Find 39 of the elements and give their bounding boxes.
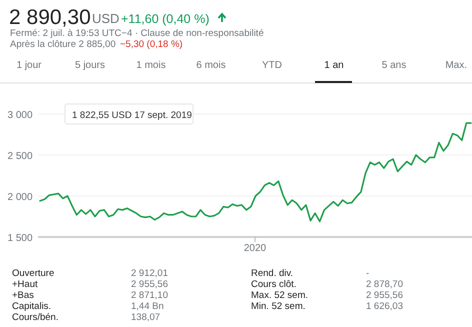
text: Fermé: 2 juil. à 19:53 UTC−4 · Clause de non-responsabilité [10,28,264,39]
text: 2 955,56 [366,290,403,301]
text: 1 an [324,60,344,71]
text: +11,60 (0,40 %) [121,12,210,26]
text: Cours/bén. [12,312,58,323]
text: YTD [262,60,282,71]
text: 1 626,03 [366,301,403,312]
text: Cours clôt. [251,279,296,290]
text: 2 871,10 [131,290,168,301]
text: 2 955,56 [131,279,168,290]
text: USD [92,11,120,26]
y-tick-label: 3 000 [7,110,33,121]
text: Ouverture [12,268,54,279]
text: Min. 52 sem. [251,301,306,312]
y-tick-label: 2 000 [7,192,33,203]
text: 6 mois [196,60,226,71]
text: 2020 [244,243,267,254]
text: 1,44 Bn [131,301,164,312]
text: 2 878,70 [366,279,403,290]
y-tick-label: 1 500 [7,233,33,244]
text: 1 mois [136,60,166,71]
text: Max. 52 sem. [251,290,308,301]
text: Après la clôture 2 885,00 [10,39,116,50]
line-series [39,122,472,222]
text: 1 jour [16,60,42,71]
text: 5 ans [382,60,406,71]
text: 5 jours [74,60,106,71]
text: +Haut [12,279,38,290]
text: Capitalis. [12,301,52,312]
text: - [366,268,370,279]
text: 138,07 [131,312,160,323]
y-tick-label: 2 500 [7,151,33,162]
text: Max. [445,60,467,71]
text: 2 912,01 [131,268,168,279]
text: −5,30 (0,18 %) [120,39,183,50]
annotation: 1 822,55 USD 17 sept. 2019 [72,110,192,121]
text: +Bas [12,290,34,301]
text: Rend. div. [251,268,294,279]
chart-title: 2 890,30 [9,6,91,29]
